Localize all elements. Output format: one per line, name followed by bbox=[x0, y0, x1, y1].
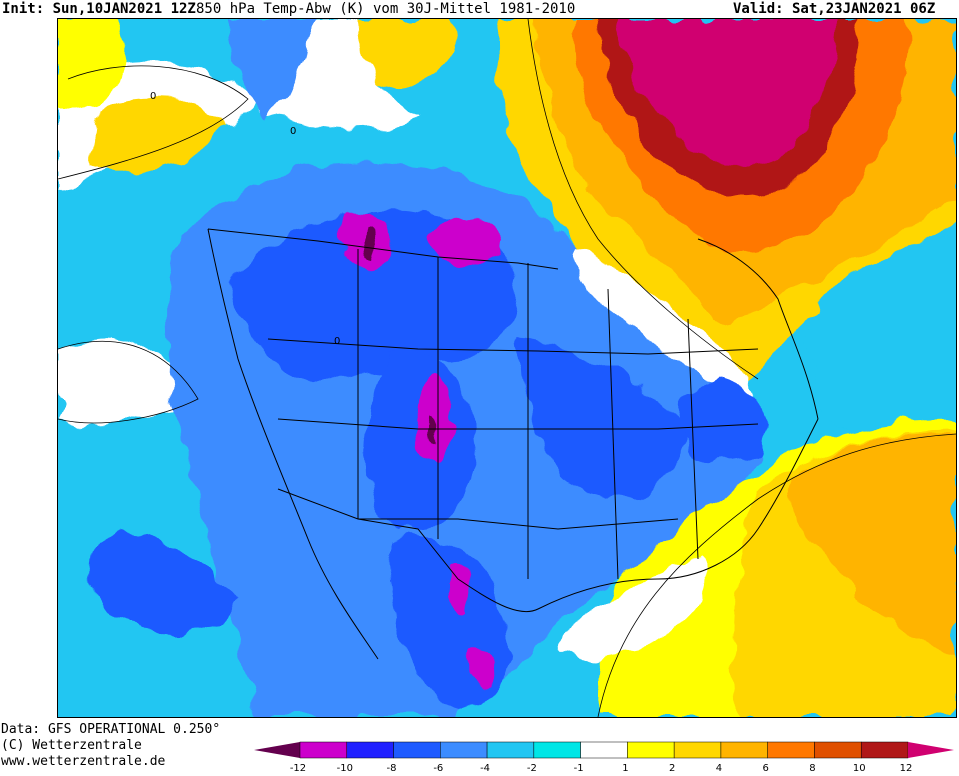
gulf-alaska-warm bbox=[354, 19, 455, 89]
legend-swatch bbox=[346, 741, 394, 759]
legend-swatch bbox=[299, 741, 348, 759]
legend-tick-label: 6 bbox=[763, 763, 769, 774]
legend-tick-label: 4 bbox=[716, 763, 722, 774]
contour-label: 0 bbox=[290, 126, 296, 137]
contour-lakes bbox=[527, 19, 759, 380]
gulf-core bbox=[467, 648, 495, 686]
legend-swatch bbox=[486, 741, 535, 759]
legend-tick-label: 12 bbox=[900, 763, 913, 774]
legend-swatch bbox=[580, 741, 628, 759]
legend-tick-label: -2 bbox=[527, 763, 537, 774]
legend-arrow-low bbox=[254, 742, 300, 758]
zero-contours bbox=[58, 19, 956, 717]
legend-tick-label: -12 bbox=[290, 763, 306, 774]
anomaly-map: 0 0 0 bbox=[57, 18, 957, 718]
east-pacific-neutral bbox=[58, 337, 198, 423]
state-line-8 bbox=[687, 318, 699, 560]
contour-east-pacific bbox=[58, 341, 199, 424]
canada-warm-max bbox=[618, 19, 838, 168]
contour-label: 0 bbox=[150, 91, 156, 102]
montana-deepest bbox=[361, 228, 377, 259]
state-line-3 bbox=[358, 518, 679, 530]
header-bar: Init: Sun,10JAN2021 12Z 850 hPa Temp-Abw… bbox=[0, 0, 959, 18]
great-lakes-neutral bbox=[574, 249, 751, 399]
legend-tick-label: 1 bbox=[622, 763, 628, 774]
bc-coast-cold bbox=[228, 19, 318, 119]
legend-swatch bbox=[860, 741, 909, 759]
website-text: www.wetterzentrale.de bbox=[1, 754, 166, 769]
legend-tick-label: -6 bbox=[433, 763, 443, 774]
data-source-text: Data: GFS OPERATIONAL 0.250° bbox=[1, 722, 221, 737]
state-line-1 bbox=[267, 338, 759, 355]
atlantic-warm-orange bbox=[787, 432, 956, 659]
pacific-warm-2 bbox=[88, 98, 228, 173]
baja-cold bbox=[87, 532, 238, 633]
manitoba-core bbox=[431, 216, 503, 264]
coastline-gulf bbox=[457, 418, 819, 613]
contour-label: 0 bbox=[334, 336, 340, 347]
political-boundaries bbox=[207, 228, 819, 660]
legend-tick-label: -4 bbox=[480, 763, 490, 774]
coastline-west bbox=[207, 228, 379, 660]
gulf-neutral-band bbox=[558, 559, 706, 658]
texas-core bbox=[448, 563, 470, 615]
midwest-cold bbox=[518, 339, 684, 499]
init-time: Init: Sun,10JAN2021 12Z bbox=[2, 1, 196, 17]
map-title: 850 hPa Temp-Abw (K) vom 30J-Mittel 1981… bbox=[196, 1, 576, 17]
east-cold bbox=[678, 379, 766, 460]
contour-atlantic bbox=[597, 433, 956, 717]
contour-label-group: 0 0 0 bbox=[150, 91, 340, 347]
legend-swatch bbox=[720, 741, 768, 759]
legend-tick-label: 10 bbox=[853, 763, 866, 774]
legend-tick-label: -1 bbox=[574, 763, 584, 774]
legend-swatch bbox=[673, 741, 722, 759]
valid-time: Valid: Sat,23JAN2021 06Z bbox=[733, 1, 936, 17]
mexico-border bbox=[277, 488, 459, 580]
pacific-warm bbox=[58, 19, 126, 109]
legend-tick-label: 8 bbox=[809, 763, 815, 774]
copyright-text: (C) Wetterzentrale bbox=[1, 738, 142, 753]
colorado-deepest bbox=[427, 414, 438, 447]
contour-pacific bbox=[58, 65, 249, 180]
coastline-east bbox=[697, 238, 819, 420]
atlantic-cold bbox=[809, 229, 956, 443]
state-line-7 bbox=[607, 288, 619, 580]
legend-tick-label: -8 bbox=[387, 763, 397, 774]
legend-tick-label: 2 bbox=[669, 763, 675, 774]
legend-arrow-high bbox=[908, 742, 954, 758]
legend-swatch bbox=[814, 741, 862, 759]
color-legend: -12 -10 -8 -6 -4 -2 -1 1 2 4 6 8 10 12 bbox=[252, 740, 959, 776]
legend-swatch bbox=[393, 741, 441, 759]
legend-swatch bbox=[440, 741, 488, 759]
legend-swatch bbox=[767, 741, 815, 759]
legend-swatch bbox=[533, 741, 581, 759]
legend-swatch bbox=[627, 741, 675, 759]
legend-tick-label: -10 bbox=[337, 763, 353, 774]
